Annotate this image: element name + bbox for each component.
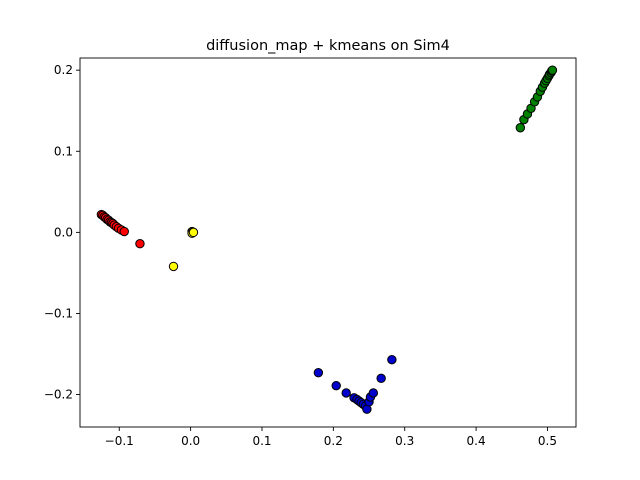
x-tick-label: 0.3 [395,434,414,448]
series-1 [168,226,199,272]
series-3 [515,65,558,133]
data-point [515,123,526,133]
data-point [387,354,397,365]
y-tick-label: −0.2 [44,388,73,402]
y-tick-label: 0.2 [54,63,73,77]
x-tick-label: 0.2 [324,434,343,448]
x-tick-label: 0.0 [181,434,200,448]
data-point [376,373,386,384]
data-point [313,367,324,378]
data-point [368,388,379,398]
x-tick-label: 0.5 [538,434,557,448]
y-tick-label: −0.1 [44,306,73,320]
data-point [547,65,558,75]
data-point [188,227,199,238]
chart-title: diffusion_map + kmeans on Sim4 [206,38,450,54]
x-tick-label: 0.1 [252,434,271,448]
y-tick-label: 0.1 [54,144,73,158]
data-point [331,380,341,391]
y-tick-label: 0.0 [54,225,73,239]
data-point [168,261,179,272]
x-tick-label: −0.1 [105,434,134,448]
x-tick-label: 0.4 [467,434,486,448]
data-point [135,239,145,249]
series-0 [96,209,145,249]
data-point [341,388,351,398]
plot-frame [79,57,577,428]
data-point [119,226,129,237]
axis-ticks: −0.1 0.0 0.1 0.2 0.3 0.4 0.5 −0.2 −0.1 0.0 0.1 0.2 [44,63,557,448]
data-points [96,65,558,414]
series-2 [313,354,397,414]
